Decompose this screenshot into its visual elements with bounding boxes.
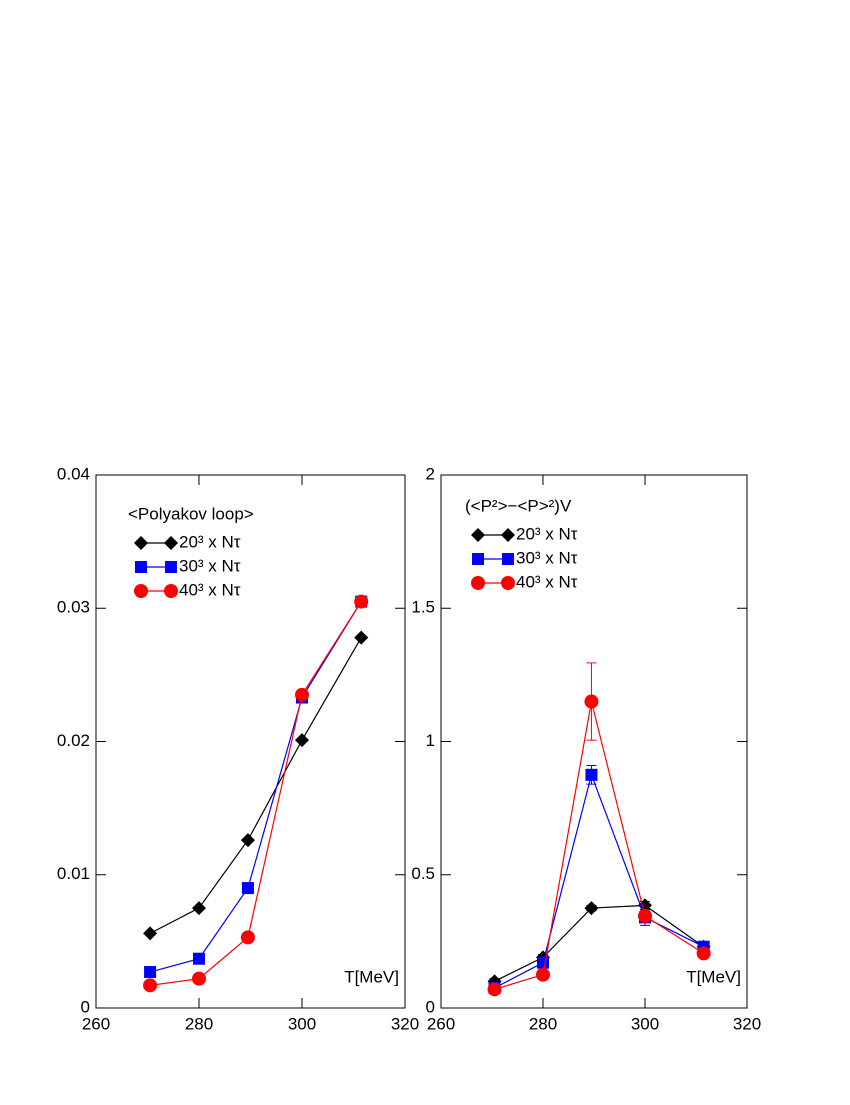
- legend-label: 20³ x Nτ: [516, 524, 578, 543]
- marker: [144, 966, 157, 979]
- marker: [536, 967, 550, 982]
- legend-marker: [164, 584, 178, 598]
- marker: [487, 982, 502, 997]
- marker: [241, 882, 254, 895]
- legend-marker: [135, 561, 147, 573]
- plot-frame: [440, 474, 748, 1009]
- marker: [193, 952, 205, 965]
- marker: [143, 978, 158, 993]
- y-tick-label: 1: [426, 731, 435, 750]
- legend-marker: [165, 561, 177, 573]
- marker: [584, 901, 599, 916]
- x-tick-label: 300: [288, 1014, 316, 1033]
- marker: [537, 956, 549, 969]
- x-axis-label: T[MeV]: [344, 967, 399, 986]
- x-tick-label: 300: [631, 1014, 659, 1033]
- legend-label: 40³ x Nτ: [516, 572, 578, 591]
- legend-marker: [134, 536, 148, 550]
- legend-marker: [501, 576, 515, 590]
- marker: [240, 833, 255, 848]
- marker: [240, 930, 255, 945]
- x-tick-label: 320: [391, 1014, 419, 1033]
- marker: [585, 768, 598, 781]
- marker: [192, 901, 206, 916]
- legend-marker: [472, 553, 484, 565]
- legend-label: 30³ x Nτ: [516, 548, 578, 567]
- legend-label: 40³ x Nτ: [179, 580, 241, 599]
- legend-marker: [134, 584, 148, 598]
- x-tick-label: 260: [82, 1014, 110, 1033]
- legend-marker: [501, 528, 515, 542]
- marker: [143, 926, 158, 941]
- series-line: [149, 637, 362, 934]
- marker: [354, 594, 369, 609]
- marker: [295, 687, 309, 702]
- y-tick-label: 0: [81, 997, 90, 1016]
- panel-title: <Polyakov loop>: [128, 504, 254, 523]
- marker: [638, 909, 652, 924]
- series-line: [494, 904, 704, 982]
- marker: [584, 694, 599, 709]
- x-axis-label: T[MeV]: [686, 967, 741, 986]
- marker: [696, 946, 711, 961]
- x-tick-label: 260: [427, 1014, 455, 1033]
- panel-title: (<P²>−<P>²)V: [465, 496, 572, 515]
- series-line: [494, 701, 704, 990]
- y-tick-label: 1.5: [411, 598, 435, 617]
- x-tick-label: 280: [529, 1014, 557, 1033]
- y-tick-label: 0.04: [57, 464, 90, 483]
- legend-label: 20³ x Nτ: [179, 532, 241, 551]
- legend-marker: [502, 553, 514, 565]
- legend-marker: [471, 576, 485, 590]
- legend-marker: [164, 536, 178, 550]
- y-tick-label: 0.01: [57, 864, 90, 883]
- series-line: [149, 601, 362, 986]
- series-line: [494, 772, 704, 989]
- x-tick-label: 320: [733, 1014, 761, 1033]
- marker: [295, 733, 309, 748]
- legend-marker: [471, 528, 485, 542]
- x-tick-label: 280: [185, 1014, 213, 1033]
- y-tick-label: 0.5: [411, 864, 435, 883]
- y-tick-label: 0.02: [57, 731, 90, 750]
- marker: [192, 971, 206, 986]
- marker: [354, 630, 369, 645]
- legend-label: 30³ x Nτ: [179, 556, 241, 575]
- y-tick-label: 0: [426, 997, 435, 1016]
- y-tick-label: 2: [426, 464, 435, 483]
- y-tick-label: 0.03: [57, 598, 90, 617]
